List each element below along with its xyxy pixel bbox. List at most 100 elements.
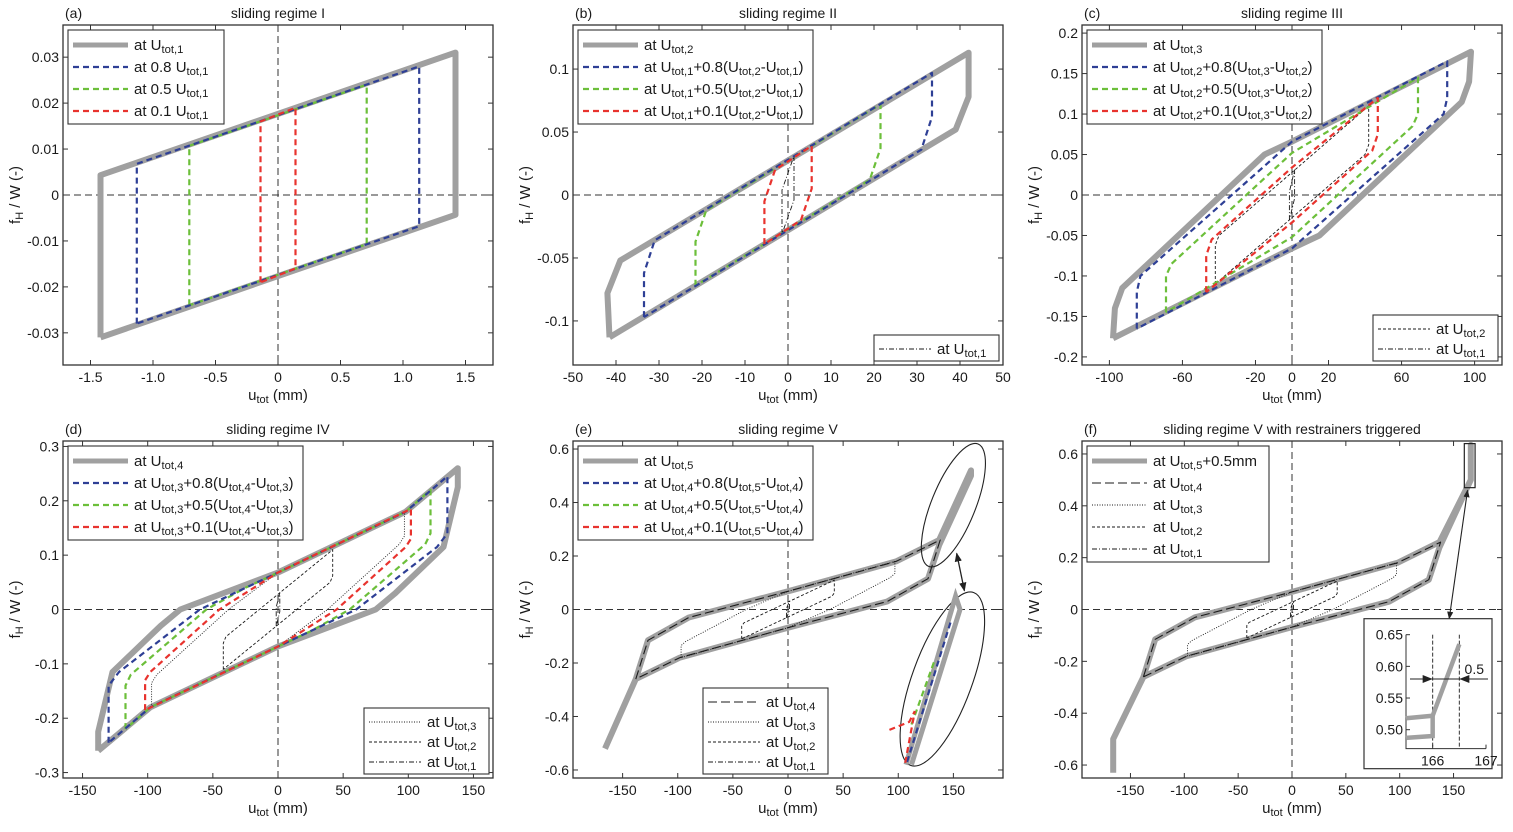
inset-gray-curve	[1405, 713, 1435, 741]
y-tick-label: -0.05	[537, 250, 569, 266]
y-tick-label: -0.6	[1054, 757, 1078, 773]
legend-box	[1372, 314, 1499, 362]
y-axis-label: fH / W (-)	[517, 166, 536, 224]
panel-label: (b)	[575, 5, 592, 21]
y-axis-label: fH / W (-)	[1026, 581, 1045, 639]
panel-e: -150 -100 -50 0 50 100 150 -0.6 -0.4 -0.2 0 0.2 0.4 0…	[517, 421, 1004, 819]
y-tick-label: -0.02	[27, 279, 59, 295]
panel-label: (f)	[1084, 421, 1097, 437]
legend-label: at Utot,4	[766, 694, 815, 713]
inset-frame	[1363, 618, 1493, 770]
x-axis-label: utot (mm)	[1262, 387, 1322, 406]
x-axis-label: utot (mm)	[1262, 800, 1322, 819]
x-tick-label: 50	[1338, 782, 1354, 798]
panel-label: (e)	[575, 421, 592, 437]
y-tick-label: 0.4	[550, 495, 570, 511]
x-tick-label: 150	[1442, 782, 1466, 798]
series-line-gray	[97, 49, 459, 341]
x-tick-label: -50	[563, 369, 583, 385]
inset-arrowhead-right	[1459, 675, 1470, 684]
legend-label: at Utot,4+0.1(Utot,5-Utot,4)	[644, 519, 803, 538]
y-tick-label: 0.6	[550, 441, 570, 457]
series-line-dotted	[1187, 562, 1397, 657]
x-axis-label: utot (mm)	[248, 800, 308, 819]
x-tick-label: 0	[274, 782, 282, 798]
legend-secondary: at Utot,1	[873, 334, 1000, 362]
x-tick-label: 100	[887, 782, 911, 798]
y-tick-label: -0.2	[1054, 653, 1078, 669]
series-group	[97, 49, 459, 341]
series-line-dashed	[1246, 580, 1338, 639]
inset-y-tick-label: 0.60	[1376, 658, 1403, 674]
legend-label: at Utot,1+0.8(Utot,2-Utot,1)	[644, 59, 803, 78]
series-group	[604, 49, 972, 340]
x-tick-label: 1.5	[456, 369, 476, 385]
x-tick-label: 0	[784, 782, 792, 798]
legend-main: at Utot,1 at 0.8 Utot,1 at 0.5 Utot,1 at 0.…	[67, 29, 225, 125]
panel-c: -100 -60 -20 0 20 60 100 -0.2 -0.15 -0.1 -0.05 0 0.0…	[1026, 5, 1503, 406]
y-tick-label: -0.4	[1054, 705, 1078, 721]
series-group	[95, 465, 461, 754]
inset-x-tick-label: 166	[1421, 753, 1445, 769]
y-tick-label: 0	[1070, 187, 1078, 203]
y-tick-label: -0.1	[1054, 268, 1078, 284]
x-tick-label: -150	[609, 782, 637, 798]
inset-arrowhead-left	[1422, 675, 1433, 684]
x-tick-label: -50	[723, 782, 743, 798]
y-tick-label: 0.1	[40, 547, 60, 563]
panel-label: (d)	[65, 421, 82, 437]
x-tick-label: -50	[1228, 782, 1248, 798]
chart-title: sliding regime IV	[226, 421, 330, 437]
zoom-ellipse-detail	[899, 591, 986, 767]
y-tick-label: 0.3	[40, 438, 60, 454]
legend-label: at Utot,3+0.1(Utot,4-Utot,3)	[134, 519, 293, 538]
legend-label: at Utot,1	[427, 754, 476, 773]
y-tick-label: -0.1	[35, 656, 59, 672]
legend-label: at Utot,2+0.8(Utot,3-Utot,2)	[1153, 59, 1312, 78]
series-line-dotted	[680, 560, 896, 659]
x-tick-label: -150	[1116, 782, 1144, 798]
x-tick-label: 150	[942, 782, 966, 798]
series-line-red	[259, 106, 297, 284]
y-tick-label: -0.4	[545, 708, 569, 724]
y-tick-label: -0.6	[545, 762, 569, 778]
panel-d: -150 -100 -50 0 50 100 150 -0.3 -0.2 -0.1 0 0.1 0.2 0…	[7, 421, 494, 819]
legend-main: at Utot,5+0.5mm at Utot,4 at Utot,3 at Utot…	[1086, 445, 1270, 563]
y-tick-label: 0.6	[1059, 446, 1079, 462]
legend-label: at 0.5 Utot,1	[134, 81, 208, 100]
legend-label: at Utot,2	[766, 734, 815, 753]
x-tick-label: -30	[649, 369, 669, 385]
x-tick-label: 0	[274, 369, 282, 385]
legend-label: at Utot,3	[766, 714, 815, 733]
series-line-red	[763, 144, 813, 246]
inset-axes	[1405, 634, 1486, 750]
legend-main: at Utot,3 at Utot,2+0.8(Utot,3-Utot,2) at …	[1086, 29, 1323, 125]
detail-magnified	[889, 587, 963, 766]
y-tick-label: 0.05	[1051, 147, 1078, 163]
x-axis-label: utot (mm)	[758, 387, 818, 406]
legend-main: at Utot,5 at Utot,4+0.8(Utot,5-Utot,4) at …	[577, 445, 814, 541]
legend-label: at Utot,1	[937, 341, 986, 360]
legend-label: at Utot,4+0.8(Utot,5-Utot,4)	[644, 475, 803, 494]
legend-label: at Utot,1+0.1(Utot,2-Utot,1)	[644, 103, 803, 122]
legend-main: at Utot,4 at Utot,3+0.8(Utot,4-Utot,3) at …	[67, 445, 304, 541]
y-tick-label: 0.4	[1059, 498, 1079, 514]
x-tick-label: 0.5	[331, 369, 351, 385]
series-line-blue	[1135, 60, 1449, 330]
x-tick-label: 100	[1463, 369, 1487, 385]
x-tick-label: -100	[664, 782, 692, 798]
x-tick-label: 30	[909, 369, 925, 385]
chart-title: sliding regime III	[1241, 5, 1343, 21]
legend-label: at Utot,3+0.8(Utot,4-Utot,3)	[134, 475, 293, 494]
legend-box	[873, 334, 1000, 362]
legend-label: at Utot,3+0.5(Utot,4-Utot,3)	[134, 497, 293, 516]
x-tick-label: 0	[1288, 369, 1296, 385]
series-line-dashdot	[1288, 169, 1296, 221]
y-tick-label: 0.2	[550, 548, 570, 564]
legend-label: at Utot,5	[644, 453, 693, 472]
inset-gray-rise	[1430, 643, 1462, 717]
x-tick-label: -50	[203, 782, 223, 798]
x-tick-label: 60	[1394, 369, 1410, 385]
x-tick-label: -20	[1245, 369, 1265, 385]
y-tick-label: -0.01	[27, 233, 59, 249]
